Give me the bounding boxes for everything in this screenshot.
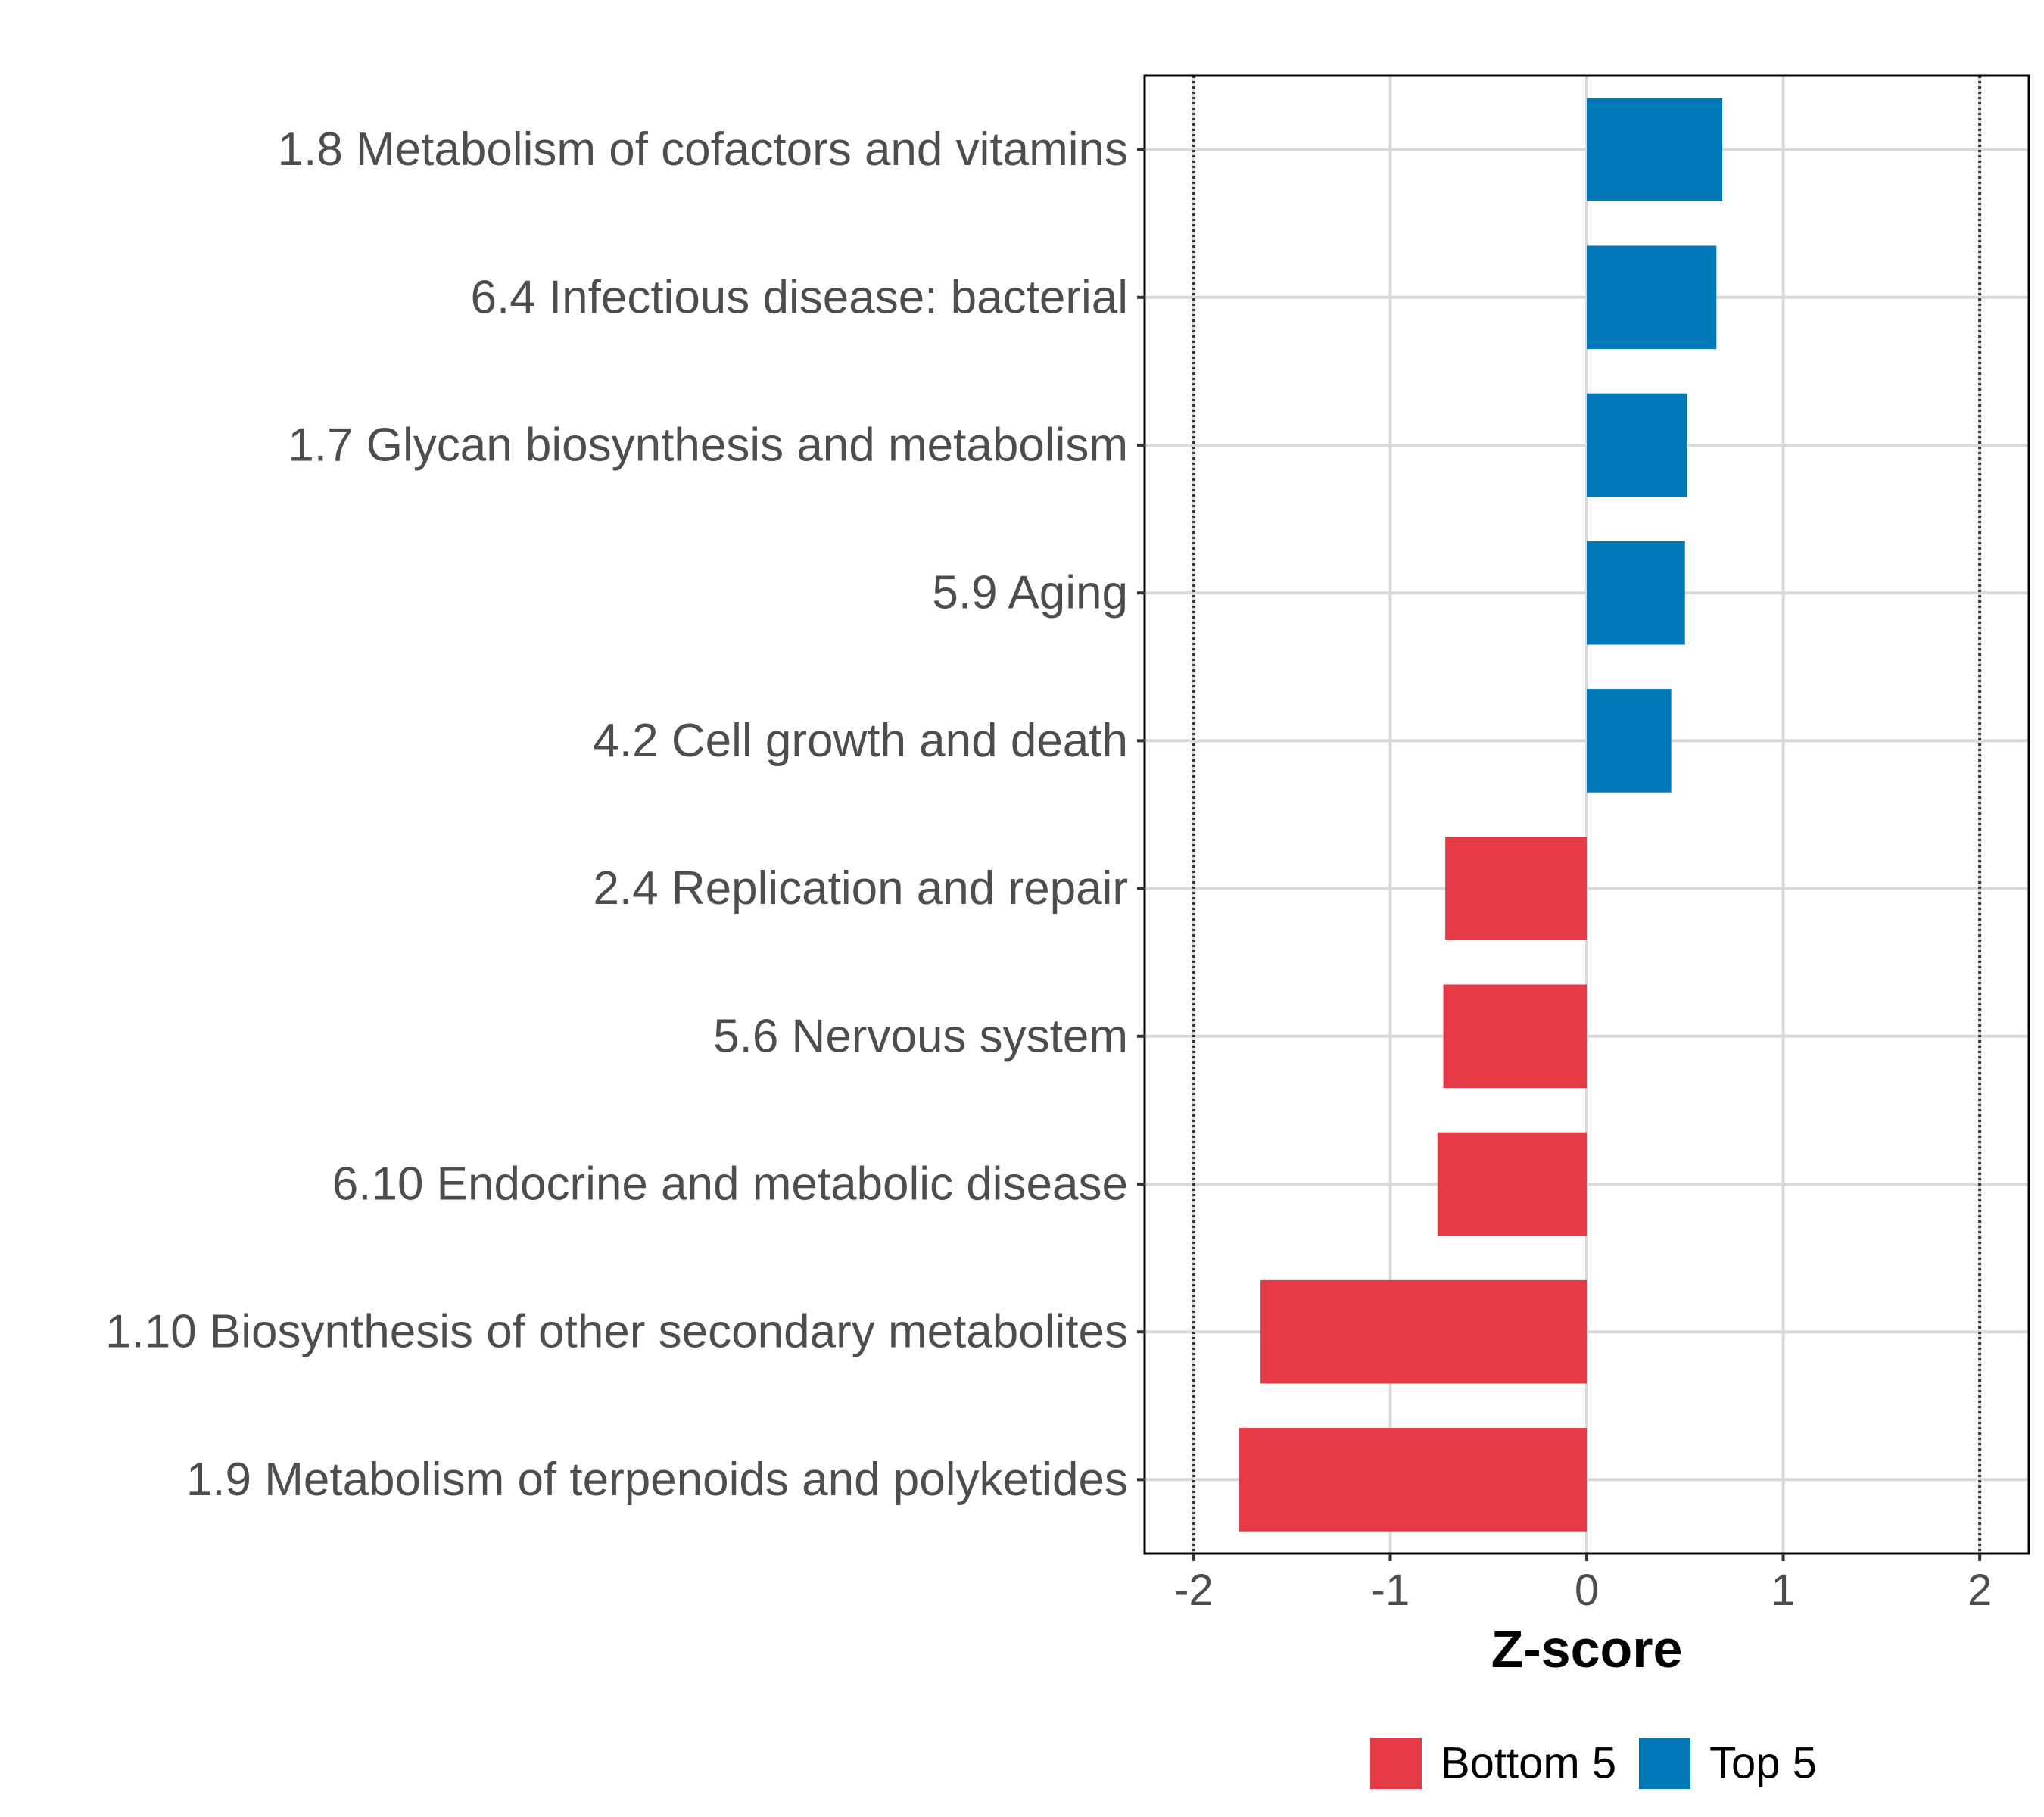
bar — [1239, 1428, 1587, 1532]
category-label: 5.9 Aging — [932, 567, 1128, 619]
x-tick-label: -1 — [1371, 1566, 1410, 1615]
x-axis-title: Z-score — [1491, 1619, 1683, 1678]
x-tick-label: 2 — [1968, 1566, 1992, 1615]
legend-label: Bottom 5 — [1441, 1739, 1616, 1788]
category-label: 6.4 Infectious disease: bacterial — [470, 271, 1128, 323]
legend-label: Top 5 — [1709, 1739, 1817, 1788]
y-axis-ticks — [1137, 148, 1145, 1482]
bar — [1445, 837, 1587, 940]
x-tick-label: -2 — [1174, 1566, 1214, 1615]
x-tick-label: 1 — [1771, 1566, 1795, 1615]
x-axis-ticks: -2 -1 0 1 2 — [1174, 1554, 1992, 1615]
bar — [1260, 1279, 1587, 1384]
x-tick-label: 0 — [1575, 1566, 1599, 1615]
bars — [1239, 98, 1723, 1532]
bar — [1587, 98, 1723, 201]
bar — [1587, 245, 1717, 350]
legend-swatch — [1639, 1738, 1690, 1789]
reference-lines — [1192, 76, 1982, 1554]
bar — [1587, 689, 1672, 793]
bar — [1587, 393, 1687, 497]
bar — [1587, 541, 1685, 645]
legend-swatch — [1370, 1738, 1422, 1789]
y-axis-category-labels: 1.8 Metabolism of cofactors and vitamins… — [105, 123, 1128, 1506]
legend: Bottom 5 Top 5 — [1370, 1738, 1817, 1789]
category-label: 5.6 Nervous system — [713, 1010, 1128, 1062]
category-label: 1.10 Biosynthesis of other secondary met… — [105, 1306, 1128, 1358]
category-label: 1.8 Metabolism of cofactors and vitamins — [278, 123, 1128, 176]
category-label: 1.9 Metabolism of terpenoids and polyket… — [186, 1454, 1128, 1506]
category-label: 2.4 Replication and repair — [593, 862, 1128, 915]
category-label: 6.10 Endocrine and metabolic disease — [332, 1158, 1128, 1211]
category-label: 4.2 Cell growth and death — [593, 715, 1128, 767]
bar — [1443, 984, 1587, 1089]
bar — [1437, 1132, 1587, 1236]
category-label: 1.7 Glycan biosynthesis and metabolism — [288, 419, 1128, 472]
